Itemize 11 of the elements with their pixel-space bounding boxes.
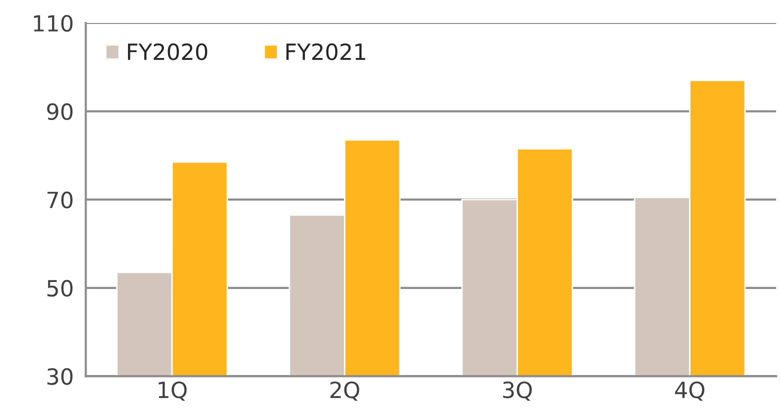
y-tick-label: 30: [47, 368, 73, 385]
x-tick-label: 4Q: [675, 381, 704, 401]
x-tick-label: 2Q: [330, 381, 360, 401]
legend-label: FY2021: [286, 43, 366, 60]
y-tick-label: 110: [34, 14, 73, 32]
x-tick-label: 1Q: [158, 381, 187, 401]
x-tick-label: 3Q: [503, 381, 532, 401]
y-tick-label: 90: [47, 103, 73, 120]
legend-label: FY2020: [128, 43, 208, 60]
y-tick-label: 50: [47, 280, 73, 297]
y-tick-label: 70: [48, 192, 73, 208]
